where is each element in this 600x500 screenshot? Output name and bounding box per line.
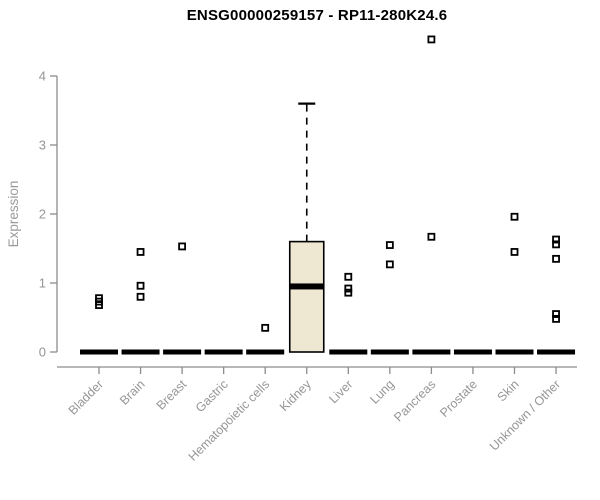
median-bar	[121, 349, 160, 355]
category-label: Liver	[326, 377, 355, 406]
median-bar	[412, 349, 451, 355]
median-bar	[495, 349, 534, 355]
median-bar	[370, 349, 409, 355]
median-bar	[246, 349, 285, 355]
outlier-point	[261, 323, 270, 332]
median-bar	[453, 349, 492, 355]
outlier-point	[552, 310, 560, 318]
median-bar	[163, 349, 202, 355]
y-tick-label: 2	[39, 207, 46, 222]
outlier-point	[552, 235, 560, 244]
y-tick-label: 1	[39, 276, 46, 291]
category-label: Brain	[117, 377, 148, 408]
outlier-point	[344, 272, 353, 281]
median-bar	[537, 349, 576, 355]
category-label: Hematopoietic cells	[186, 377, 273, 464]
outlier-point	[510, 248, 519, 256]
outlier-point	[385, 241, 394, 249]
chart-title: ENSG00000259157 - RP11-280K24.6	[186, 7, 448, 24]
outlier-point	[178, 242, 187, 251]
category-label: Lung	[367, 377, 397, 407]
outlier-point	[552, 314, 560, 323]
outlier-point	[136, 248, 145, 256]
category-label: Bladder	[66, 377, 106, 417]
median-bar	[329, 349, 368, 355]
outlier-point	[427, 35, 436, 44]
outlier-point	[95, 301, 103, 309]
box	[288, 240, 325, 353]
outlier-point	[510, 212, 519, 221]
outlier-point	[136, 292, 145, 301]
category-label: Gastric	[193, 377, 231, 415]
outlier-point	[136, 281, 145, 290]
outlier-point	[385, 260, 394, 269]
outlier-point	[552, 254, 560, 263]
category-label: Kidney	[277, 377, 314, 414]
outlier-point	[344, 284, 353, 293]
y-tick-label: 0	[39, 345, 46, 360]
category-label: Unknown / Other	[487, 377, 563, 453]
median-bar	[80, 349, 118, 355]
y-tick-label: 3	[39, 138, 46, 153]
category-label: Pancreas	[391, 377, 438, 424]
category-label: Skin	[495, 377, 522, 404]
outlier-point	[552, 240, 560, 249]
median-bar	[204, 349, 243, 355]
category-label: Prostate	[437, 377, 480, 420]
median-line	[289, 283, 324, 290]
outlier-point	[344, 288, 353, 297]
outlier-point	[427, 232, 436, 241]
y-tick-label: 4	[39, 69, 46, 84]
category-label: Breast	[154, 377, 190, 413]
